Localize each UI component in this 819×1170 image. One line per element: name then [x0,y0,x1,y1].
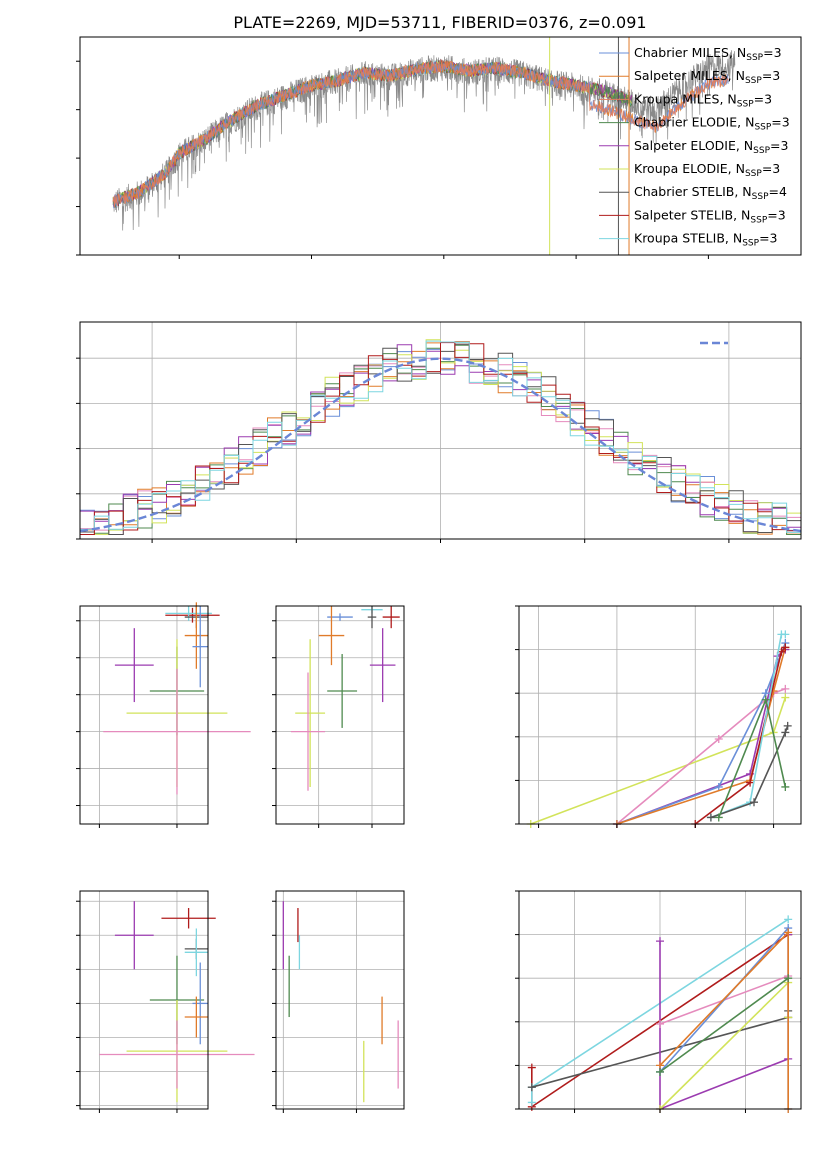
chart-age-vs-z [76,602,251,828]
legend-label: Chabrier STELIB, NSSP=4 [634,184,787,202]
chart-residual-histogram [76,321,802,543]
legend-label: Chabrier MILES, NSSP=3 [634,45,782,63]
axes-frame [79,36,802,256]
legend-label-tail: =3 [771,115,789,130]
mass-weight-line-pink [616,688,786,825]
legend-label: Kroupa ELODIE, NSSP=3 [634,161,780,179]
legend-label: Salpeter STELIB, NSSP=3 [634,207,786,225]
plot-area [290,606,400,791]
legend-label-main: Kroupa STELIB, N [634,231,742,246]
mass-weight-line-chabrier-elodie [659,977,789,1073]
legend-label-main: Salpeter STELIB, N [634,207,750,222]
legend-label-tail: =3 [759,231,777,246]
chart-mass-vs-z [76,890,255,1113]
legend-label-sub: SSP [737,99,754,109]
chart-mass-weight-vs-age [515,605,802,828]
legend-label-sub: SSP [742,239,759,249]
mass-weight-marker [714,734,723,743]
legend-label-sub: SSP [752,192,769,202]
mass-weight-marker [781,630,790,639]
plot-area [282,901,399,1103]
mass-weight-marker [784,974,793,983]
mass-weight-marker [783,721,792,730]
mass-weight-marker [761,695,770,704]
legend-label: Chabrier ELODIE, NSSP=3 [634,115,790,133]
legend-label-tail: =3 [762,161,780,176]
legend-label-main: Chabrier STELIB, N [634,184,752,199]
legend-label: Salpeter MILES, NSSP=3 [634,68,780,86]
mass-weight-marker [706,813,715,822]
axes-frame [518,605,802,825]
legend-label-tail: =3 [762,68,780,83]
legend-label-main: Kroupa ELODIE, N [634,161,745,176]
legend-label-main: Kroupa MILES, N [634,91,737,106]
mass-weight-marker [656,1019,664,1028]
mass-weight-marker [527,1083,536,1092]
legend-label-tail: =4 [769,184,787,199]
legend-label-sub: SSP [754,123,771,133]
plot-area [527,915,793,1113]
mass-weight-marker [714,813,723,822]
normal-curve [79,357,802,533]
figure-title: PLATE=2269, MJD=53711, FIBERID=0376, z=0… [233,13,646,32]
mass-weight-line-chabrier-stelib [710,725,789,819]
legend-label-tail: =3 [754,91,772,106]
axes-frame [79,605,209,825]
legend-label-sub: SSP [750,215,767,225]
plot-area [526,630,792,828]
legend-label-main: Salpeter MILES, N [634,68,745,83]
mass-weight-marker [781,728,790,737]
mass-weight-marker [781,684,790,693]
mass-weight-marker [656,1067,664,1076]
legend-label-main: Chabrier ELODIE, N [634,115,754,130]
mass-weight-marker [781,782,790,791]
mass-weight-marker [656,937,664,946]
mass-weight-marker [527,1098,536,1107]
legend-label-sub: SSP [745,169,762,179]
model-spectrum-line-kroupa-miles [112,60,729,208]
legend-label-main: Chabrier MILES, N [634,45,746,60]
mass-weight-marker [714,782,723,791]
legend-label: Kroupa STELIB, NSSP=3 [634,231,778,249]
plot-area [79,339,802,539]
mass-weight-marker [781,643,790,652]
mass-weight-marker [784,928,793,937]
legend-label: Salpeter ELODIE, NSSP=3 [634,138,788,156]
axes-frame [275,890,405,1110]
histogram-step-salpeter-stelib [79,342,802,539]
plot-area [99,901,255,1103]
legend-label-sub: SSP [753,146,770,156]
legend-label-tail: =3 [763,45,781,60]
plot-area [103,602,251,795]
mass-weight-marker [750,798,758,807]
legend-label-tail: =3 [770,138,788,153]
chart-age-vs-mass [272,605,405,828]
mass-weight-marker [784,915,793,924]
axes-frame [79,890,209,1110]
legend-label-tail: =3 [767,207,785,222]
legend-label-sub: SSP [745,76,762,86]
chart-mass-weight-vs-z [515,890,802,1113]
legend-label: Kroupa MILES, NSSP=3 [634,91,772,109]
plot-area [112,37,736,255]
axes-frame [275,605,405,825]
legend-label-sub: SSP [746,53,763,63]
legend-label-main: Salpeter ELODIE, N [634,138,753,153]
mass-weight-marker [527,1063,536,1072]
chart-mass-vs-ebv [272,890,405,1113]
mass-weight-marker [781,693,790,702]
mass-weight-marker [746,778,755,787]
